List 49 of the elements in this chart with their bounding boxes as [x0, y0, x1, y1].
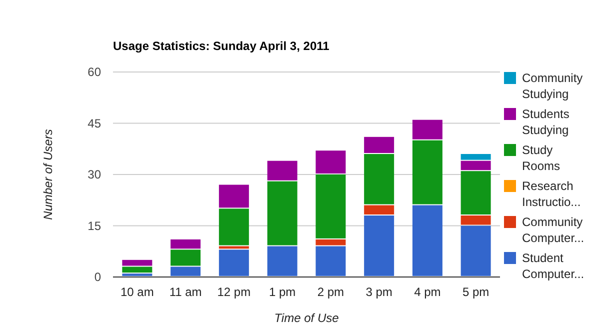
x-tick-label: 5 pm	[462, 285, 490, 299]
bar	[218, 184, 249, 208]
bar	[364, 136, 394, 153]
y-tick-label: 15	[88, 218, 102, 233]
bar	[412, 120, 442, 140]
x-tick-label: 3 pm	[366, 285, 392, 299]
bar	[170, 250, 201, 266]
legend-label: Community Studying	[522, 71, 583, 101]
x-tick-label: 12 pm	[217, 285, 251, 299]
bar	[316, 174, 346, 238]
legend-label: Community Computer...	[522, 215, 584, 245]
bar	[122, 260, 152, 266]
bar	[316, 150, 346, 174]
y-axis-title: Number of Users	[41, 129, 55, 220]
bar	[267, 181, 298, 246]
bar	[364, 205, 394, 214]
bar	[364, 154, 394, 204]
bar	[170, 239, 201, 249]
y-tick-label: 30	[88, 168, 102, 182]
bar	[460, 160, 491, 170]
x-tick-label: 2 pm	[317, 285, 344, 299]
x-axis-title: Time of Use	[274, 311, 340, 325]
x-tick-label: 10 am	[120, 285, 154, 299]
bar	[460, 154, 491, 160]
bar	[218, 250, 249, 276]
bar	[460, 226, 491, 276]
x-tick-label: 4 pm	[414, 285, 441, 299]
bar	[122, 266, 152, 273]
bar	[316, 246, 346, 276]
y-tick-label: 0	[94, 270, 102, 284]
legend-label: Research Instructio...	[522, 179, 581, 209]
bar	[412, 140, 442, 204]
bar	[267, 160, 298, 180]
y-tick-label: 60	[88, 65, 102, 80]
bar	[316, 239, 346, 246]
bar	[460, 216, 491, 225]
bar	[364, 216, 394, 276]
bar	[218, 208, 249, 246]
x-tick-label: 1 pm	[268, 285, 296, 299]
legend-label: Study Rooms	[522, 143, 560, 173]
x-tick-label: 11 am	[169, 285, 202, 299]
bar	[170, 266, 201, 276]
bar	[267, 246, 298, 276]
y-tick-label: 45	[88, 116, 102, 130]
bar	[412, 205, 442, 276]
bar	[460, 171, 491, 214]
legend-label: Student Computer...	[522, 251, 584, 281]
chart-title: Usage Statistics: Sunday April 3, 2011	[113, 39, 330, 53]
legend-label: Students Studying	[522, 107, 570, 137]
